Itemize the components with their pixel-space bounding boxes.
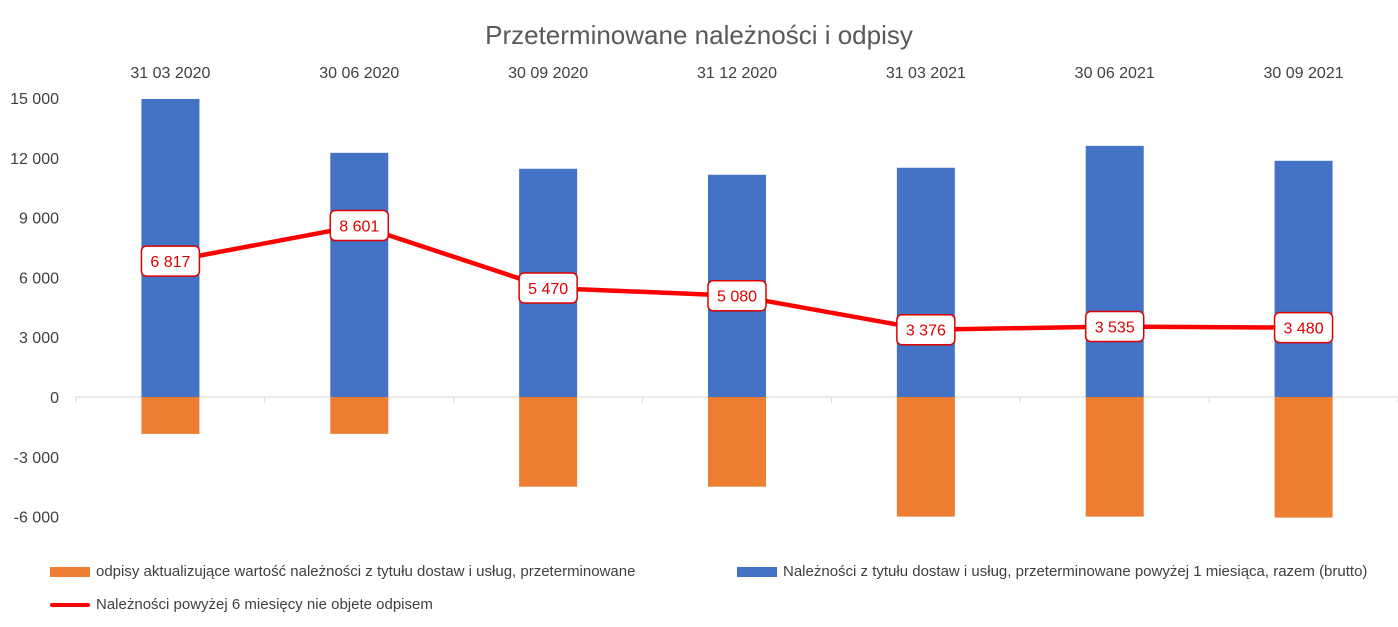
bar-naleznosci — [1085, 145, 1144, 397]
category-label: 30 06 2021 — [1075, 65, 1155, 82]
bar-odpisy — [519, 397, 578, 487]
y-tick-label: 15 000 — [10, 91, 59, 108]
data-label-box — [1084, 310, 1145, 343]
category-label: 31 12 2020 — [697, 65, 777, 82]
bar-naleznosci — [1274, 160, 1333, 397]
bar-naleznosci — [330, 152, 389, 397]
data-label-box — [1273, 311, 1334, 344]
bar-odpisy — [708, 397, 766, 487]
legend-swatch-blue — [737, 566, 777, 577]
category-label: 31 03 2021 — [886, 65, 966, 82]
bar-odpisy — [1274, 397, 1333, 518]
data-label: 5 470 — [528, 281, 568, 298]
data-label-box — [896, 313, 956, 346]
data-label: 5 080 — [717, 289, 757, 306]
data-labels: 6 817 8 601 5 470 5 080 3 376 3 535 3 480 — [140, 209, 1334, 346]
bar-odpisy — [1085, 397, 1144, 517]
legend-label-naleznosci: Należności z tytułu dostaw i usług, prze… — [783, 563, 1368, 580]
bar-naleznosci — [896, 167, 955, 397]
data-label: 3 535 — [1095, 320, 1135, 337]
legend-label-odpisy: odpisy aktualizujące wartość należności … — [96, 563, 636, 580]
bar-odpisy — [896, 397, 955, 517]
data-label-box — [518, 272, 578, 304]
category-label: 31 03 2020 — [130, 65, 210, 82]
data-label-box — [329, 209, 390, 242]
chart-title: Przeterminowane należności i odpisy — [485, 20, 913, 50]
legend-item-naleznosci: Należności z tytułu dostaw i usług, prze… — [737, 563, 1367, 580]
data-label-box — [140, 245, 201, 277]
data-label: 3 376 — [906, 323, 946, 340]
y-tick-label: 0 — [50, 390, 59, 407]
y-tick-label: 3 000 — [19, 330, 59, 347]
legend-label-line: Należności powyżej 6 miesięcy nie objete… — [96, 596, 433, 613]
y-tick-label: 9 000 — [19, 211, 59, 228]
bar-odpisy — [330, 397, 389, 434]
data-label-box — [707, 279, 767, 312]
legend-item-line: Należności powyżej 6 miesięcy nie objete… — [50, 596, 433, 613]
data-label: 6 817 — [150, 254, 190, 271]
legend-swatch-red-line — [50, 602, 90, 607]
y-tick-label: -3 000 — [14, 450, 59, 467]
y-tick-label: -6 000 — [14, 510, 59, 527]
data-label: 8 601 — [339, 219, 379, 236]
category-label: 30 09 2020 — [508, 65, 588, 82]
category-labels: 31 03 2020 30 06 2020 30 09 2020 31 12 2020… — [130, 65, 1343, 82]
y-axis-ticks: 15 000 12 000 9 000 6 000 3 000 0 -3 000 -6 000 — [10, 91, 59, 527]
y-tick-label: 12 000 — [10, 151, 59, 168]
category-label: 30 09 2021 — [1264, 65, 1344, 82]
category-label: 30 06 2020 — [319, 65, 399, 82]
bar-odpisy — [141, 397, 200, 434]
y-tick-label: 6 000 — [19, 270, 59, 287]
legend-swatch-orange — [50, 566, 90, 577]
data-label: 3 480 — [1284, 321, 1324, 338]
legend-item-odpisy: odpisy aktualizujące wartość należności … — [50, 563, 635, 580]
